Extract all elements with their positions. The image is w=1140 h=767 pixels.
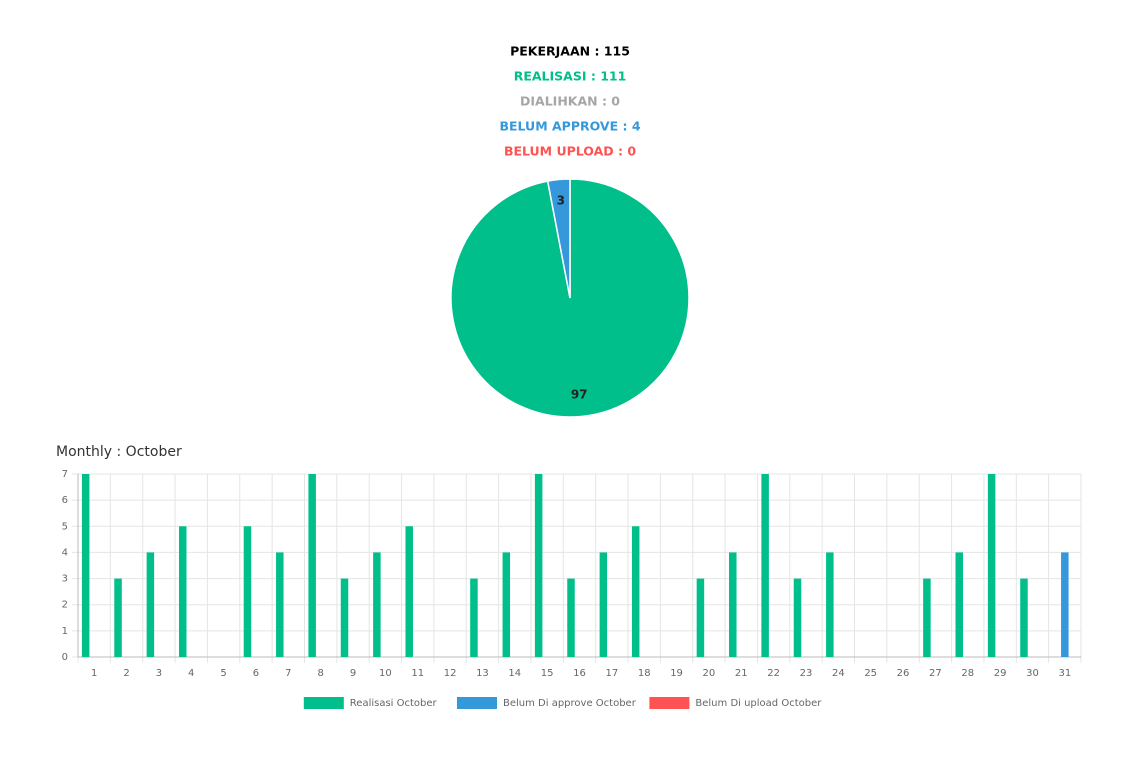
y-tick-label: 5: [62, 521, 68, 532]
bar: [502, 552, 511, 657]
y-tick-label: 3: [62, 574, 68, 585]
bar: [761, 474, 769, 657]
bar: [114, 578, 122, 657]
pie-value-label: 97: [571, 388, 588, 402]
y-tick-label: 0: [62, 652, 68, 663]
bar: [1020, 578, 1028, 657]
bar: [599, 552, 608, 657]
legend-swatch: [457, 697, 497, 709]
bar: [793, 578, 802, 657]
legend-swatch: [649, 697, 690, 709]
bar: [373, 552, 381, 657]
bar: [276, 552, 284, 657]
x-tick-label: 29: [994, 668, 1007, 679]
bar: [146, 552, 155, 657]
x-tick-label: 26: [897, 668, 910, 679]
bar: [1061, 552, 1069, 657]
x-tick-label: 28: [961, 668, 974, 679]
x-tick-label: 12: [444, 668, 457, 679]
x-tick-label: 3: [156, 668, 162, 679]
x-tick-label: 24: [832, 668, 845, 679]
x-tick-label: 22: [767, 668, 780, 679]
bar: [923, 578, 931, 657]
x-tick-label: 10: [379, 668, 392, 679]
summary-line: BELUM APPROVE : 4: [499, 119, 640, 134]
x-tick-label: 7: [285, 668, 291, 679]
x-tick-label: 5: [220, 668, 226, 679]
summary-line: BELUM UPLOAD : 0: [504, 144, 636, 159]
x-tick-label: 19: [670, 668, 683, 679]
x-tick-label: 23: [800, 668, 813, 679]
legend-label: Realisasi October: [350, 698, 438, 709]
legend-swatch: [303, 697, 344, 709]
legend-label: Belum Di approve October: [503, 698, 637, 709]
x-tick-label: 8: [317, 668, 323, 679]
bar: [567, 578, 575, 657]
x-tick-label: 9: [350, 668, 356, 679]
x-tick-label: 18: [638, 668, 651, 679]
y-tick-label: 6: [62, 495, 68, 506]
summary-line: PEKERJAAN : 115: [510, 44, 630, 59]
x-tick-label: 16: [573, 668, 586, 679]
bar: [696, 578, 705, 657]
y-tick-label: 4: [62, 547, 68, 558]
x-tick-label: 14: [508, 668, 521, 679]
x-tick-label: 6: [253, 668, 259, 679]
bar: [955, 552, 964, 657]
x-tick-label: 31: [1058, 668, 1071, 679]
bar: [308, 474, 316, 657]
bar: [826, 552, 834, 657]
bar: [81, 474, 90, 657]
summary-line: DIALIHKAN : 0: [520, 94, 620, 109]
pie-slice: [546, 178, 571, 299]
y-tick-label: 2: [62, 600, 68, 611]
bar: [470, 578, 478, 657]
x-tick-label: 13: [476, 668, 489, 679]
bar: [987, 474, 996, 657]
bar: [631, 526, 640, 657]
legend-label: Belum Di upload October: [695, 698, 822, 709]
x-tick-label: 17: [605, 668, 618, 679]
bar: [729, 552, 737, 657]
bar: [243, 526, 252, 657]
bar: [340, 578, 349, 657]
x-tick-label: 30: [1026, 668, 1039, 679]
x-tick-label: 2: [123, 668, 129, 679]
x-tick-label: 4: [188, 668, 194, 679]
bar: [534, 474, 543, 657]
bar: [178, 526, 187, 657]
x-tick-label: 11: [411, 668, 424, 679]
bar: [405, 526, 413, 657]
x-tick-label: 21: [735, 668, 748, 679]
x-tick-label: 27: [929, 668, 942, 679]
y-tick-label: 7: [62, 469, 68, 480]
x-tick-label: 20: [703, 668, 716, 679]
pie-value-label: 3: [557, 193, 565, 207]
y-tick-label: 1: [62, 626, 68, 637]
chart-title: Monthly : October: [56, 444, 182, 460]
x-tick-label: 1: [91, 668, 97, 679]
summary-line: REALISASI : 111: [514, 69, 627, 84]
x-tick-label: 25: [864, 668, 877, 679]
x-tick-label: 15: [541, 668, 554, 679]
